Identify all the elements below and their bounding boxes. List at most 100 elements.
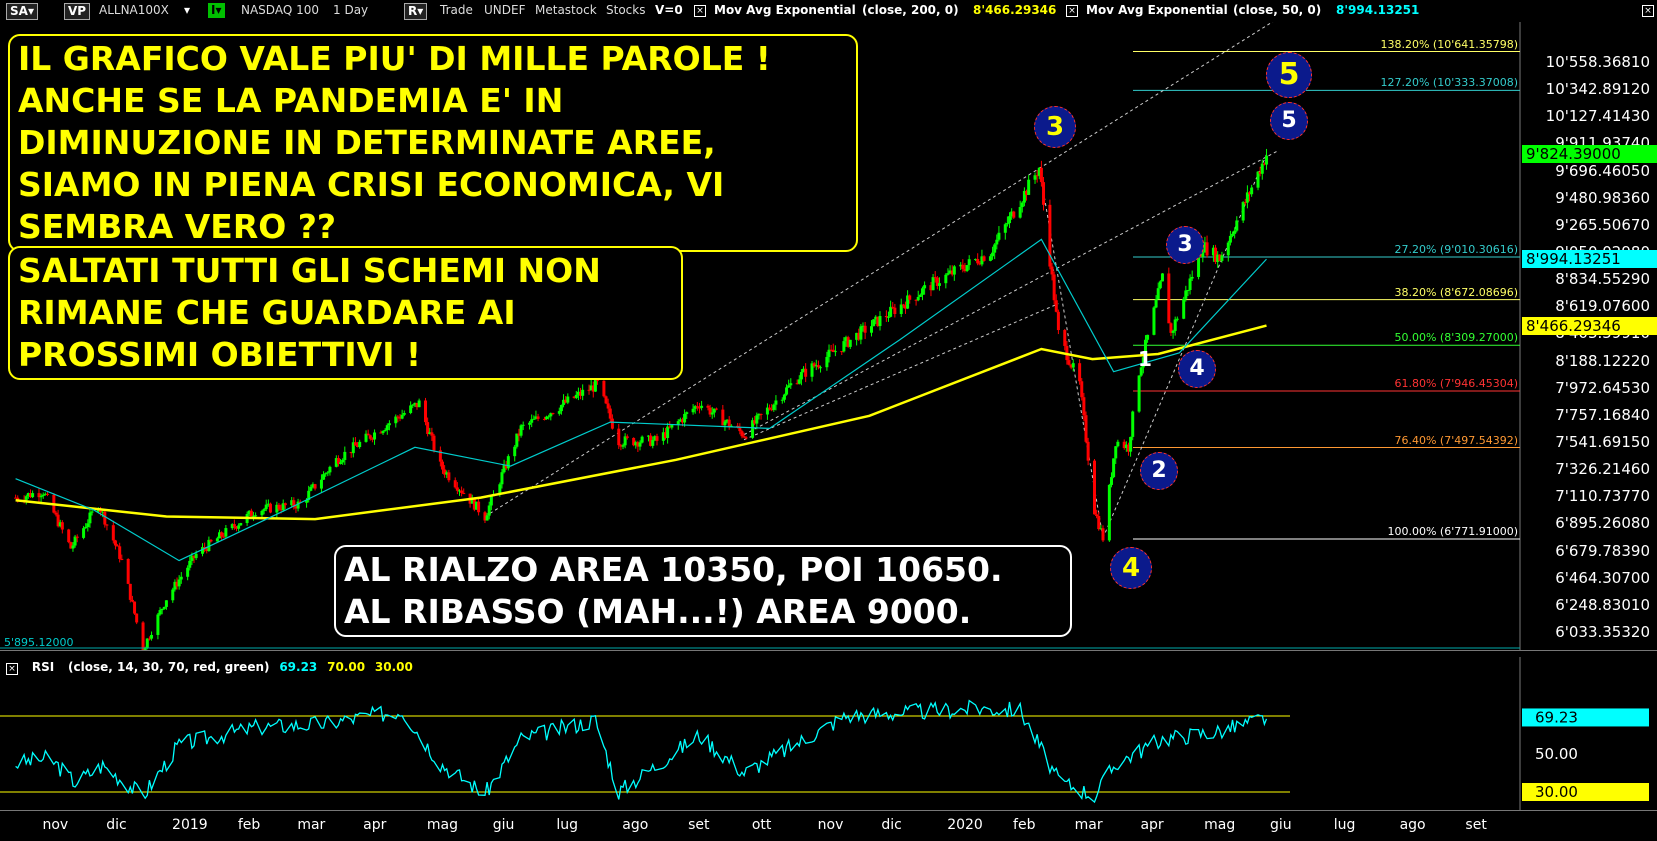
candle-body	[1126, 444, 1130, 452]
candle-body	[430, 432, 434, 436]
candle-body	[1169, 323, 1173, 333]
ma2-params: (close, 50, 0)	[1233, 3, 1322, 17]
candle-body	[322, 474, 326, 480]
candle-body	[625, 436, 629, 438]
candle-body	[545, 416, 549, 420]
candle-body	[1184, 290, 1188, 299]
candle-body	[224, 528, 228, 537]
candle-body	[305, 500, 309, 503]
fib-level-label: 38.20% (8'672.08696)	[1394, 285, 1518, 299]
price-tag: 8'466.29346	[1522, 316, 1657, 335]
candle-body	[311, 484, 315, 488]
fib-level-label: 50.00% (8'309.27000)	[1394, 331, 1518, 345]
candle-body	[721, 409, 725, 426]
candle-body	[700, 405, 704, 408]
candle-body	[398, 417, 402, 419]
rsi-header: × RSI (close, 14, 30, 70, red, green) 69…	[6, 660, 413, 675]
candle-body	[190, 555, 194, 561]
candle-body	[432, 435, 436, 451]
candle-body	[562, 399, 566, 405]
candle-body	[797, 379, 801, 384]
candle-body	[923, 285, 927, 289]
callout-secondary: SALTATI TUTTI GLI SCHEMI NON RIMANE CHE …	[8, 246, 683, 380]
x-tick-label: giu	[492, 817, 515, 833]
rsi-y-label: 30.00	[1535, 783, 1578, 801]
candle-body	[557, 411, 561, 414]
candle-body	[470, 498, 474, 504]
candle-body	[1152, 307, 1156, 335]
candle-body	[857, 332, 861, 340]
candle-body	[413, 402, 417, 405]
candle-body	[1233, 230, 1237, 234]
candle-body	[685, 412, 689, 414]
ma1-params: (close, 200, 0)	[862, 3, 959, 17]
candle-body	[1050, 266, 1054, 275]
ma2-close-icon[interactable]: ×	[1066, 5, 1078, 17]
undef-label: UNDEF	[484, 3, 526, 17]
candle-body	[878, 316, 882, 327]
candle-body	[757, 413, 761, 416]
stocks-label: Stocks	[606, 3, 646, 17]
rsi-tag-bg	[1522, 708, 1649, 727]
candle-body	[349, 451, 353, 454]
candle-body	[145, 638, 149, 648]
trade-label[interactable]: Trade	[440, 3, 473, 17]
candle-body	[356, 445, 360, 448]
wave-label-2-minor: 2	[1140, 452, 1178, 490]
candle-body	[759, 413, 763, 415]
candle-body	[1005, 223, 1009, 225]
candle-body	[101, 511, 105, 513]
candle-body	[1107, 484, 1111, 541]
candle-body	[341, 459, 345, 463]
symbol-dropdown-icon[interactable]: ▾	[184, 3, 191, 17]
candle-body	[164, 600, 168, 607]
y-tick-label: 7'972.64530	[1555, 378, 1650, 397]
ma1-close-icon[interactable]: ×	[694, 5, 706, 17]
candle-body	[424, 400, 428, 423]
candle-body	[84, 527, 88, 529]
candle-body	[334, 458, 338, 467]
candle-body	[819, 367, 823, 369]
indicator-mode-button[interactable]: I▾	[208, 3, 225, 18]
vp-button[interactable]: VP	[64, 3, 91, 20]
wave-label-3-major: 3	[1034, 106, 1076, 148]
candle-body	[207, 539, 211, 551]
candle-body	[69, 542, 73, 549]
candle-body	[1037, 167, 1041, 176]
candle-body	[914, 299, 918, 301]
x-tick-label: feb	[1013, 817, 1036, 833]
candle-body	[1084, 415, 1088, 442]
candle-body	[1063, 330, 1067, 346]
candle-body	[765, 407, 769, 415]
candle-body	[693, 406, 697, 409]
r-button[interactable]: R▾	[404, 3, 428, 20]
y-tick-label: 10'127.41430	[1545, 107, 1650, 126]
candle-body	[1010, 211, 1014, 217]
candle-body	[1099, 528, 1103, 530]
candle-body	[988, 256, 992, 261]
candle-body	[551, 413, 555, 415]
candle-body	[536, 416, 540, 419]
candle-body	[1141, 357, 1145, 368]
candle-body	[67, 529, 71, 543]
close-chart-icon[interactable]: ×	[1642, 5, 1654, 17]
candle-body	[653, 436, 657, 441]
candle-body	[574, 394, 578, 398]
candle-body	[440, 461, 444, 470]
candle-body	[738, 427, 742, 432]
symbol-label[interactable]: ALLNA100X	[99, 3, 169, 17]
interval-label[interactable]: 1 Day	[333, 3, 369, 17]
candle-body	[991, 252, 995, 257]
candle-body	[116, 545, 120, 547]
candle-body	[591, 385, 595, 392]
candle-body	[795, 383, 799, 385]
candle-body	[1160, 273, 1164, 282]
candle-body	[370, 438, 374, 440]
y-tick-label: 8'834.55290	[1555, 270, 1650, 289]
sa-button[interactable]: SA▾	[6, 3, 38, 20]
candle-body	[559, 404, 563, 412]
candle-body	[676, 421, 680, 425]
rsi-close-icon[interactable]: ×	[6, 663, 18, 675]
rsi-chart[interactable]: 69.23 50.00 30.00	[0, 657, 1657, 810]
trend-line	[743, 150, 1278, 436]
